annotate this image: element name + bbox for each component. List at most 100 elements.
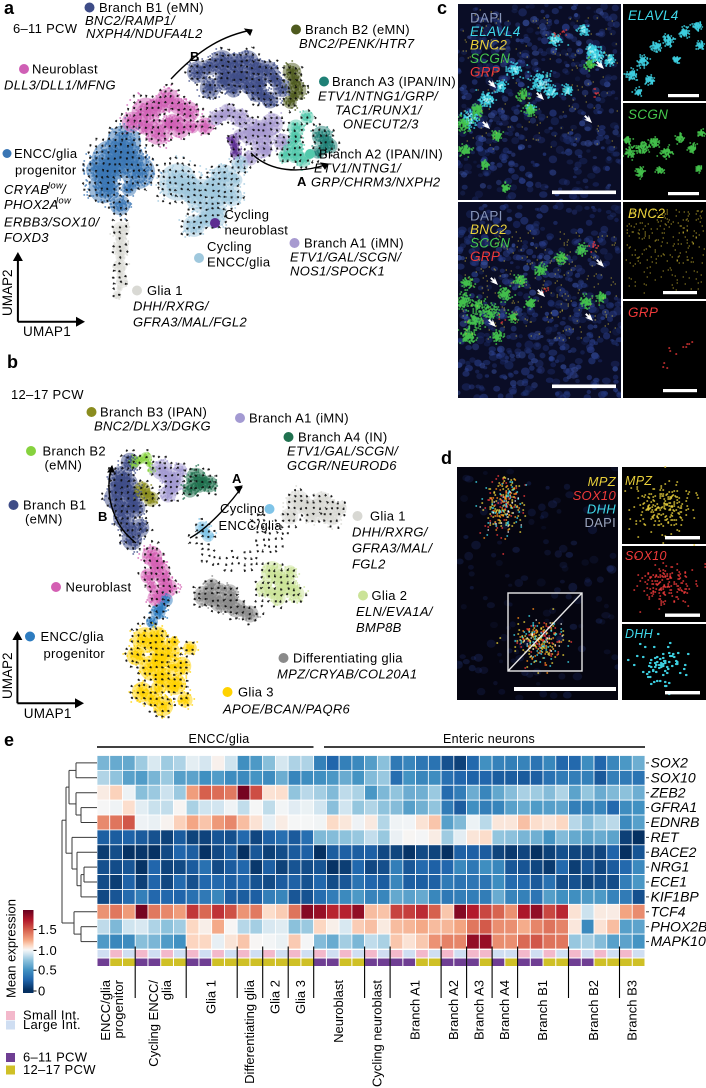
svg-text:6–11 PCW: 6–11 PCW	[23, 1050, 88, 1065]
svg-text:ONECUT2/3: ONECUT2/3	[343, 117, 419, 132]
svg-text:Branch A4 (IN): Branch A4 (IN)	[298, 430, 387, 445]
svg-text:DLL3/DLL1/MFNG: DLL3/DLL1/MFNG	[4, 78, 116, 93]
svg-text:Glia 1: Glia 1	[204, 980, 219, 1014]
svg-text:DHH/RXRG/: DHH/RXRG/	[352, 525, 429, 540]
svg-text:A: A	[297, 174, 307, 189]
svg-text:Enteric neurons: Enteric neurons	[443, 732, 535, 746]
svg-text:APOE/BCAN/PAQR6: APOE/BCAN/PAQR6	[222, 702, 351, 717]
svg-text:progenitor: progenitor	[44, 646, 106, 661]
svg-text:ELAVL4: ELAVL4	[470, 24, 521, 39]
svg-text:ENCC/glia: ENCC/glia	[219, 518, 283, 533]
svg-text:Differentiating glia: Differentiating glia	[242, 979, 257, 1084]
svg-text:ERBB3/SOX10/: ERBB3/SOX10/	[4, 215, 100, 230]
svg-text:ENCC/glia: ENCC/glia	[14, 146, 78, 161]
svg-text:Branch B1: Branch B1	[23, 498, 86, 513]
svg-text:Branch B1 (eMN): Branch B1 (eMN)	[99, 0, 204, 15]
svg-text:BNC2/RAMP1/: BNC2/RAMP1/	[85, 13, 176, 28]
svg-text:TAC1/RUNX1/: TAC1/RUNX1/	[335, 103, 423, 118]
svg-text:(eMN): (eMN)	[45, 458, 83, 473]
svg-text:SCGN: SCGN	[470, 51, 510, 66]
svg-text:MAPK10: MAPK10	[651, 933, 706, 949]
svg-text:glia: glia	[159, 979, 174, 1000]
svg-text:ENCC/glia: ENCC/glia	[207, 255, 271, 270]
svg-text:TCF4: TCF4	[651, 903, 686, 919]
svg-text:SOX10: SOX10	[625, 549, 667, 563]
svg-text:12–17 PCW: 12–17 PCW	[11, 387, 84, 402]
svg-text:GFRA3/MAL/FGL2: GFRA3/MAL/FGL2	[133, 315, 247, 330]
svg-text:6–11 PCW: 6–11 PCW	[13, 21, 78, 36]
svg-text:Cycling neuroblast: Cycling neuroblast	[369, 980, 384, 1087]
svg-text:DHH/RXRG/: DHH/RXRG/	[133, 299, 210, 314]
svg-text:ZEB2: ZEB2	[650, 784, 686, 800]
svg-text:SOX10: SOX10	[651, 769, 696, 785]
svg-text:Cycling: Cycling	[220, 501, 265, 516]
svg-text:B: B	[98, 509, 108, 524]
svg-text:a: a	[4, 0, 15, 18]
svg-text:GRP: GRP	[628, 305, 658, 320]
svg-text:DHH: DHH	[625, 627, 654, 641]
svg-text:0.5: 0.5	[38, 963, 57, 978]
svg-text:Neuroblast: Neuroblast	[331, 980, 346, 1043]
svg-text:ECE1: ECE1	[651, 874, 688, 890]
svg-text:UMAP1: UMAP1	[24, 706, 72, 721]
svg-text:RET: RET	[651, 829, 680, 845]
svg-text:d: d	[441, 448, 452, 468]
svg-text:Glia 1: Glia 1	[147, 283, 183, 298]
svg-text:CRYAB: CRYAB	[4, 182, 49, 197]
svg-text:12–17 PCW: 12–17 PCW	[23, 1062, 96, 1077]
svg-text:SOX2: SOX2	[651, 755, 689, 771]
svg-text:progenitor: progenitor	[15, 163, 77, 178]
svg-text:Cycling: Cycling	[225, 207, 270, 222]
svg-text:FGL2: FGL2	[352, 557, 386, 572]
svg-text:GFRA3/MAL/: GFRA3/MAL/	[352, 541, 433, 556]
svg-text:ENCC/glia: ENCC/glia	[188, 732, 249, 746]
svg-text:PHOX2A: PHOX2A	[4, 197, 59, 212]
svg-text:ETV1/NTNG1/GRP/: ETV1/NTNG1/GRP/	[318, 89, 439, 104]
svg-text:Branch B3 (IPAN): Branch B3 (IPAN)	[100, 405, 207, 420]
svg-text:Branch B2: Branch B2	[43, 444, 106, 459]
svg-text:progenitor: progenitor	[111, 979, 126, 1038]
svg-text:Cycling ENCC/: Cycling ENCC/	[146, 980, 161, 1067]
svg-text:Small Int.: Small Int.	[23, 1008, 80, 1023]
svg-text:SOX10: SOX10	[573, 488, 617, 503]
svg-text:EDNRB: EDNRB	[651, 814, 700, 830]
svg-text:Branch A1 (iMN): Branch A1 (iMN)	[249, 411, 349, 426]
svg-text:DAPI: DAPI	[584, 515, 616, 530]
svg-text:GFRA1: GFRA1	[651, 799, 698, 815]
svg-text:Branch A2: Branch A2	[446, 980, 461, 1040]
svg-text:B: B	[190, 49, 200, 64]
svg-text:1.0: 1.0	[38, 943, 57, 958]
svg-text:NRG1: NRG1	[651, 859, 690, 875]
svg-text:ETV1/GAL/SCGN/: ETV1/GAL/SCGN/	[290, 250, 402, 265]
svg-text:DHH: DHH	[587, 502, 616, 517]
svg-text:MPZ: MPZ	[625, 474, 652, 488]
svg-text:Differentiating glia: Differentiating glia	[293, 651, 403, 666]
svg-text:DAPI: DAPI	[470, 209, 503, 224]
svg-text:Glia 2: Glia 2	[372, 588, 408, 603]
svg-text:Large Int.: Large Int.	[23, 1017, 81, 1032]
svg-text:GCGR/NEUROD6: GCGR/NEUROD6	[287, 458, 397, 473]
svg-text:BMP8B: BMP8B	[356, 620, 402, 635]
svg-text:BNC2/DLX3/DGKG: BNC2/DLX3/DGKG	[94, 419, 211, 434]
svg-text:UMAP2: UMAP2	[0, 269, 15, 316]
svg-text:NXPH4/NDUFA4L2: NXPH4/NDUFA4L2	[86, 26, 203, 41]
svg-text:BACE2: BACE2	[651, 844, 697, 860]
svg-text:Branch A2 (IPAN/IN): Branch A2 (IPAN/IN)	[319, 147, 443, 162]
svg-text:Cycling: Cycling	[207, 239, 252, 254]
svg-text:Neuroblast: Neuroblast	[32, 62, 98, 77]
svg-text:ETV1/GAL/SCGN/: ETV1/GAL/SCGN/	[287, 444, 399, 459]
svg-text:GRP/CHRM3/NXPH2: GRP/CHRM3/NXPH2	[311, 175, 441, 190]
svg-text:b: b	[7, 352, 18, 372]
svg-text:Branch A3 (IPAN/IN): Branch A3 (IPAN/IN)	[332, 74, 456, 89]
svg-text:BNC2: BNC2	[470, 38, 507, 53]
svg-text:ENCC/glia: ENCC/glia	[41, 629, 105, 644]
svg-text:SCGN: SCGN	[470, 236, 510, 251]
svg-text:neuroblast: neuroblast	[225, 223, 289, 238]
svg-text:DAPI: DAPI	[470, 11, 503, 26]
svg-text:Glia 1: Glia 1	[370, 509, 406, 524]
svg-text:/: /	[61, 182, 67, 197]
svg-text:NOS1/SPOCK1: NOS1/SPOCK1	[290, 264, 385, 279]
svg-text:c: c	[437, 0, 447, 18]
svg-text:Neuroblast: Neuroblast	[66, 580, 132, 595]
svg-text:0: 0	[38, 984, 46, 999]
